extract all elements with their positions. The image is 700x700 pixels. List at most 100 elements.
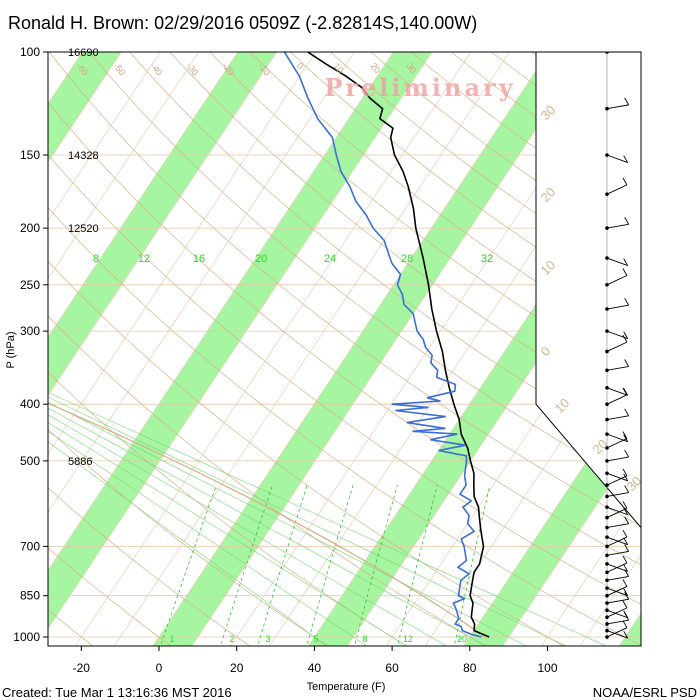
- plot-frame: [47, 51, 642, 647]
- wind-barb-flag: [624, 449, 630, 458]
- moist-adiabat-line: [48, 407, 487, 646]
- wind-barb-flag: [622, 431, 628, 439]
- y-axis: 100 150 200 250 300 400 500 700 850 1000: [13, 45, 48, 644]
- wind-barb-flag: [623, 36, 627, 43]
- mixing-ratio-label: 24: [324, 253, 336, 265]
- wind-barb-flag: [623, 610, 629, 618]
- isotherm-line: [113, 52, 511, 646]
- wind-barb-staff: [606, 104, 629, 110]
- wind-barb-staff: [606, 223, 629, 229]
- preliminary-watermark: Preliminary: [324, 73, 515, 102]
- height-label: 5886: [68, 456, 92, 468]
- isotherm-line: [48, 52, 316, 455]
- wind-barb-staff: [606, 475, 628, 486]
- wind-barb-staff: [606, 433, 628, 443]
- wind-barb-flag: [622, 529, 628, 538]
- x-tick-label: -20: [73, 661, 91, 675]
- wind-barb-staff: [606, 275, 628, 286]
- wind-barb-flag: [623, 630, 629, 639]
- mixing-ratio-line: [453, 485, 491, 646]
- y-tick-label: 300: [20, 324, 40, 338]
- isotherm-line: [656, 25, 700, 649]
- isotherm-line: [152, 52, 550, 646]
- dry-adiabat-line: [48, 207, 641, 646]
- wind-barb-flag: [624, 516, 630, 524]
- height-label: 16690: [68, 47, 99, 59]
- wind-barb-flag: [622, 177, 628, 186]
- wind-barb-flag: [622, 468, 628, 477]
- wind-barb-flag: [622, 501, 628, 509]
- moist-adiabat-line: [48, 422, 408, 646]
- wind-barb-staff: [606, 415, 629, 421]
- wind-barb-staff: [606, 330, 628, 340]
- dry-adiabat-line: [48, 487, 251, 646]
- isotherm-label: 30: [404, 61, 418, 75]
- x-tick-label: 40: [308, 661, 322, 675]
- wind-barb-flag: [623, 588, 629, 596]
- wind-barb-flag: [624, 97, 630, 106]
- wind-barb-flag: [623, 564, 629, 572]
- wind-barb-staff: [606, 507, 628, 518]
- isotherm-line: [463, 379, 641, 646]
- wind-barb-flag: [622, 334, 628, 343]
- wind-barb-staff: [606, 587, 628, 597]
- wind-barb-flag: [623, 258, 629, 266]
- mixing-ratio-bottom-label: 8: [362, 634, 367, 644]
- isotherm-line: [48, 52, 161, 221]
- wind-barb-staff: [606, 630, 628, 639]
- wind-barb-staff: [606, 456, 629, 462]
- dry-adiabat-line: [330, 52, 641, 283]
- wind-barb-staff: [606, 563, 628, 572]
- isotherm-label: 0: [294, 61, 305, 71]
- x-tick-label: 0: [156, 661, 163, 675]
- wind-barb-staff: [606, 523, 629, 528]
- dry-adiabat-line: [289, 52, 641, 315]
- wind-barb-staff: [606, 304, 629, 310]
- chart-title: Ronald H. Brown: 02/29/2016 0509Z (-2.82…: [8, 13, 477, 33]
- isotherm-line: [307, 145, 641, 646]
- wind-barb-staff: [606, 619, 629, 625]
- isotherm-line: [695, 25, 700, 649]
- y-axis-label: P (hPa): [5, 331, 17, 368]
- wind-barb-flag: [622, 579, 628, 587]
- x-tick-label: 20: [230, 661, 244, 675]
- wind-barb-staff: [606, 536, 628, 546]
- wind-barb-flag: [623, 473, 629, 482]
- dry-adiabat-line: [370, 52, 641, 251]
- wind-barb-staff: [606, 506, 628, 516]
- y-tick-label: 500: [20, 454, 40, 468]
- isotherm-line: [74, 52, 472, 646]
- wind-barb-staff: [606, 341, 628, 352]
- wind-barb-flag: [623, 507, 629, 515]
- mixing-ratio-bottom-label: 1: [169, 634, 174, 644]
- x-axis-label: Temperature (F): [307, 681, 386, 693]
- isotherm-line: [48, 52, 433, 630]
- wind-barb-staff: [606, 551, 629, 556]
- moist-adiabat-line: [48, 396, 567, 646]
- mixing-ratio-bottom-label: 20: [457, 634, 467, 644]
- mixing-ratio-line: [160, 484, 217, 646]
- y-tick-label: 100: [20, 45, 40, 59]
- wind-barb-staff: [606, 394, 628, 405]
- y-tick-label: 250: [20, 278, 40, 292]
- isotherm-line: [48, 52, 355, 513]
- temperature-band: [153, 52, 588, 646]
- wind-barb-flag: [622, 268, 628, 276]
- mixing-ratio-label: 28: [401, 253, 413, 265]
- y-tick-label: 1000: [13, 630, 40, 644]
- wind-barb-staff: [606, 576, 629, 581]
- wind-barb-staff: [606, 472, 628, 482]
- dry-adiabat-line: [48, 154, 641, 605]
- x-tick-label: 100: [537, 661, 557, 675]
- mixing-ratio-label: 8: [93, 253, 99, 265]
- mixing-ratio-line: [306, 484, 354, 646]
- mixing-ratio-bottom-label: 2: [229, 634, 234, 644]
- mixing-ratio-line: [397, 484, 438, 646]
- dry-adiabat-line: [129, 52, 641, 453]
- y-tick-label: 400: [20, 397, 40, 411]
- wind-panel-background: [536, 52, 641, 646]
- moist-adiabat-lines: [48, 392, 607, 646]
- wind-barb-staff: [606, 387, 628, 396]
- mixing-ratio-label: 12: [138, 253, 150, 265]
